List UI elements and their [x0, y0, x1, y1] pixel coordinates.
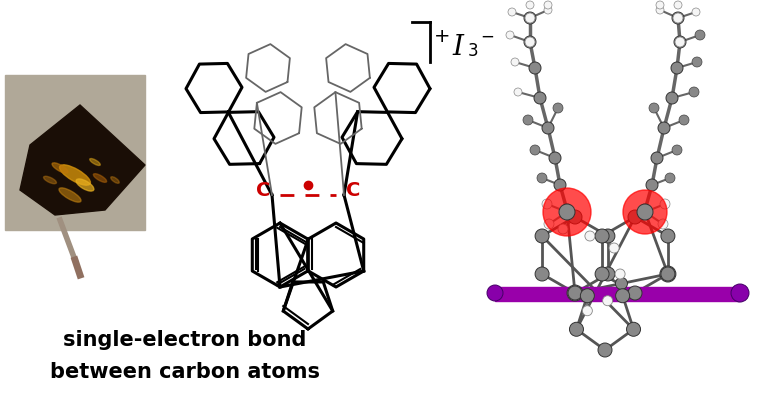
- Circle shape: [695, 30, 705, 40]
- Circle shape: [689, 87, 699, 97]
- Text: 3: 3: [468, 42, 479, 60]
- Circle shape: [544, 6, 552, 14]
- Ellipse shape: [44, 176, 57, 184]
- Circle shape: [535, 267, 549, 281]
- Circle shape: [525, 13, 535, 23]
- Circle shape: [601, 267, 615, 281]
- Ellipse shape: [89, 158, 100, 166]
- Circle shape: [543, 188, 591, 236]
- Circle shape: [537, 173, 547, 183]
- Circle shape: [674, 36, 686, 48]
- Circle shape: [559, 204, 575, 220]
- Circle shape: [692, 8, 700, 16]
- Ellipse shape: [52, 163, 68, 173]
- Circle shape: [651, 152, 663, 164]
- Circle shape: [673, 13, 683, 23]
- Circle shape: [656, 6, 664, 14]
- Circle shape: [595, 229, 609, 243]
- Circle shape: [646, 179, 658, 191]
- Circle shape: [666, 92, 678, 104]
- Ellipse shape: [59, 188, 81, 202]
- Circle shape: [656, 1, 664, 9]
- Circle shape: [529, 62, 541, 74]
- Circle shape: [660, 199, 670, 209]
- Circle shape: [601, 229, 615, 243]
- Text: I: I: [452, 34, 463, 61]
- Circle shape: [514, 88, 522, 96]
- Circle shape: [595, 267, 609, 281]
- Bar: [495, 287, 740, 301]
- Circle shape: [553, 103, 563, 113]
- Circle shape: [524, 36, 536, 48]
- Circle shape: [658, 219, 668, 229]
- Circle shape: [674, 1, 682, 9]
- Circle shape: [506, 31, 514, 39]
- Circle shape: [603, 296, 612, 306]
- Circle shape: [568, 210, 582, 224]
- Circle shape: [511, 58, 519, 66]
- Circle shape: [615, 269, 625, 279]
- Circle shape: [661, 229, 675, 243]
- Text: single-electron bond: single-electron bond: [63, 330, 307, 350]
- Circle shape: [639, 204, 651, 216]
- Bar: [5, 75, 145, 230]
- Ellipse shape: [93, 174, 106, 182]
- Circle shape: [530, 145, 540, 155]
- Circle shape: [661, 267, 675, 281]
- Circle shape: [731, 284, 749, 302]
- Circle shape: [568, 286, 582, 300]
- Circle shape: [524, 12, 536, 24]
- Circle shape: [542, 199, 552, 209]
- Circle shape: [626, 322, 640, 336]
- Circle shape: [544, 1, 552, 9]
- Circle shape: [637, 204, 653, 220]
- Circle shape: [554, 179, 566, 191]
- Circle shape: [665, 173, 675, 183]
- Circle shape: [692, 57, 702, 67]
- Circle shape: [598, 343, 612, 357]
- Circle shape: [585, 231, 595, 241]
- Circle shape: [649, 103, 659, 113]
- Circle shape: [544, 219, 554, 229]
- Circle shape: [534, 92, 546, 104]
- Text: +: +: [434, 27, 451, 46]
- Circle shape: [549, 152, 561, 164]
- Circle shape: [672, 12, 684, 24]
- Text: C: C: [256, 182, 270, 200]
- Circle shape: [679, 115, 689, 125]
- Circle shape: [523, 115, 533, 125]
- Circle shape: [623, 190, 667, 234]
- Ellipse shape: [111, 177, 119, 183]
- Circle shape: [628, 286, 642, 300]
- Circle shape: [535, 229, 549, 243]
- Circle shape: [609, 243, 619, 253]
- Circle shape: [561, 204, 573, 216]
- Ellipse shape: [76, 179, 94, 191]
- Circle shape: [508, 8, 516, 16]
- Circle shape: [525, 37, 535, 47]
- Text: between carbon atoms: between carbon atoms: [50, 362, 320, 382]
- Circle shape: [580, 289, 594, 303]
- Circle shape: [583, 306, 592, 316]
- Circle shape: [570, 322, 584, 336]
- Circle shape: [671, 62, 683, 74]
- Circle shape: [558, 224, 568, 234]
- Circle shape: [628, 210, 642, 224]
- Text: −: −: [480, 28, 494, 46]
- Circle shape: [675, 37, 685, 47]
- Text: C: C: [346, 182, 361, 200]
- Circle shape: [567, 285, 583, 301]
- Circle shape: [542, 122, 554, 134]
- Circle shape: [615, 277, 628, 290]
- Circle shape: [660, 266, 676, 282]
- Circle shape: [526, 1, 534, 9]
- Circle shape: [672, 145, 682, 155]
- Circle shape: [615, 289, 629, 303]
- Ellipse shape: [60, 165, 90, 185]
- Circle shape: [658, 122, 670, 134]
- Polygon shape: [20, 105, 145, 215]
- Circle shape: [487, 285, 503, 301]
